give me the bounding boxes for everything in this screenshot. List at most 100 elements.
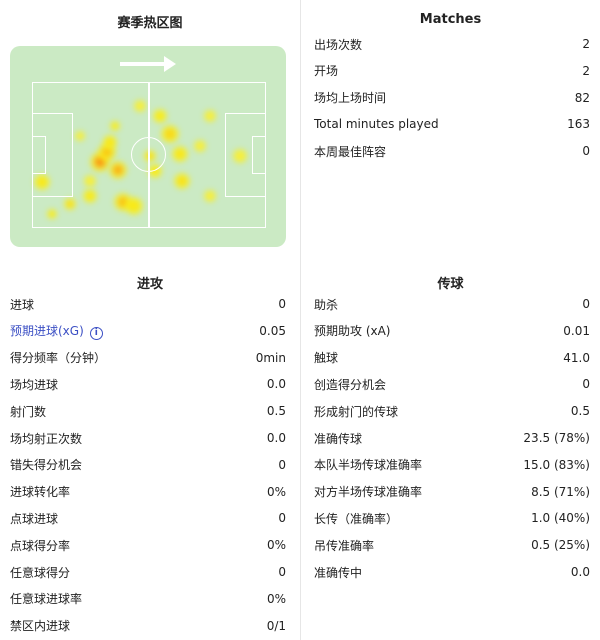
stat-row: 创造得分机会 0 [314,374,590,394]
heat-spot [103,135,117,149]
stat-row: 进球转化率 0% [10,482,286,502]
stat-label: 形成射门的传球 [314,404,399,419]
stat-value: 2 [582,37,590,51]
stat-value: 0.0 [266,377,286,392]
heat-spot [125,197,143,215]
stat-label: 射门数 [10,404,47,419]
stat-label: 进球 [10,297,35,312]
stat-row: 得分频率（分钟） 0min [10,348,286,368]
left-goal-area [32,136,46,174]
stat-row: 预期进球(xG) i 0.05 [10,321,286,341]
stat-value: 8.5 (71%) [531,484,590,499]
stat-label: 点球得分率 [10,538,71,553]
heat-spot [153,109,167,123]
stat-label: 预期助攻 (xA) [314,324,391,339]
stat-label: 吊传准确率 [314,538,375,553]
passing-title: 传球 [437,277,464,292]
stat-value: 1.0 (40%) [531,511,590,526]
stat-value: 41.0 [563,350,590,365]
right-goal-area [252,136,266,174]
stat-row: 出场次数 2 [314,34,590,54]
stat-label: 场均进球 [10,377,59,392]
heat-spot [204,190,216,202]
stat-label: 场均上场时间 [314,91,387,106]
stat-label: 本队半场传球准确率 [314,458,423,473]
stat-value: 82 [574,90,590,105]
stat-label: 开场 [314,64,339,79]
center-circle [131,137,166,172]
stat-label: 任意球进球率 [10,592,83,607]
heat-spot [161,125,179,143]
stat-row: Total minutes played 163 [314,114,590,134]
stat-value: 0.5 [266,404,286,419]
stat-row: 长传（准确率） 1.0 (40%) [314,508,590,528]
stat-row: 射门数 0.5 [10,401,286,421]
stat-value: 0.5 [570,404,590,419]
heat-spot [109,161,127,179]
stat-value: 163 [567,117,590,132]
stat-value: 0min [255,350,286,365]
stat-label: 进球转化率 [10,485,71,500]
stat-row: 形成射门的传球 0.5 [314,401,590,421]
arrow-right-icon [120,56,176,72]
stat-label: 准确传球 [314,431,363,446]
stat-label: 场均射正次数 [10,431,83,446]
stat-label: 助杀 [314,297,339,312]
stat-row: 任意球得分 0 [10,562,286,582]
stat-row: 禁区内进球 0/1 [10,616,286,636]
heat-spot [233,149,247,163]
stat-label: 出场次数 [314,37,363,52]
stat-label: 对方半场传球准确率 [314,485,423,500]
stat-row: 场均上场时间 82 [314,88,590,108]
stat-row: 本周最佳阵容 0 [314,141,590,161]
stat-value: 23.5 (78%) [523,431,590,445]
heat-spot [64,198,76,210]
stat-row: 点球得分率 0% [10,535,286,555]
stat-value: 0 [278,511,286,526]
stat-label: 得分频率（分钟） [10,351,107,366]
stat-row: 场均射正次数 0.0 [10,428,286,448]
stat-value: 0% [266,591,286,606]
column-divider [300,0,301,640]
stat-value: 0 [582,297,590,311]
stat-row: 点球进球 0 [10,508,286,528]
stat-label: 禁区内进球 [10,619,71,634]
stat-row: 准确传中 0.0 [314,562,590,582]
stat-label: 长传（准确率） [314,511,399,526]
stat-row: 错失得分机会 0 [10,455,286,475]
heat-spot [204,110,216,122]
heat-spot [75,131,85,141]
stat-value: 15.0 (83%) [523,457,590,472]
attack-title: 进攻 [136,277,163,292]
stat-row: 准确传球 23.5 (78%) [314,428,590,448]
stat-row: 触球 41.0 [314,348,590,368]
stat-label: 触球 [314,351,339,366]
stat-value: 0.05 [259,323,286,338]
stat-value: 0/1 [266,618,286,633]
heat-spot [47,209,57,219]
stat-value: 0% [266,538,286,553]
heatmap-pitch [10,46,286,247]
info-icon[interactable]: i [89,326,103,340]
heat-spot [194,140,206,152]
heat-spot [172,146,188,162]
stat-row: 吊传准确率 0.5 (25%) [314,535,590,555]
heat-spot [174,173,190,189]
stat-label: 错失得分机会 [10,458,83,473]
stat-row: 助杀 0 [314,294,590,314]
stat-value: 0 [278,565,286,579]
stat-value: 2 [582,63,590,78]
heat-spot [110,121,120,131]
stat-label: 准确传中 [314,565,363,580]
stat-value: 0.01 [563,323,590,338]
stat-label: Total minutes played [314,117,439,132]
stat-label: 本周最佳阵容 [314,144,387,159]
stat-value: 0 [278,297,286,311]
stat-row: 对方半场传球准确率 8.5 (71%) [314,482,590,502]
stat-row: 任意球进球率 0% [10,589,286,609]
stat-value: 0 [582,144,590,159]
heat-spot [83,189,97,203]
stat-value: 0% [266,484,286,499]
stat-label[interactable]: 预期进球(xG) [10,323,84,338]
matches-title: Matches [419,12,482,27]
